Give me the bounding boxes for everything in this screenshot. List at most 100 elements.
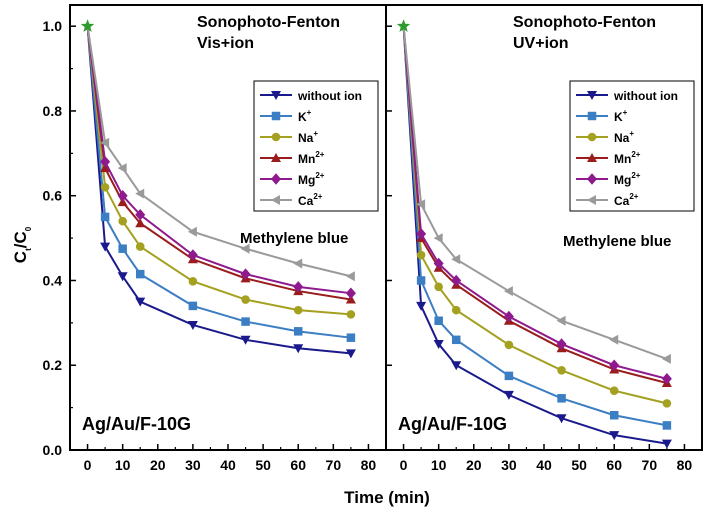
- data-point: [241, 295, 250, 304]
- data-point: [187, 226, 197, 237]
- legend-label: without ion: [297, 89, 362, 103]
- data-point: [117, 189, 128, 202]
- x-tick-label: 40: [220, 457, 236, 473]
- legend-marker: [271, 111, 281, 121]
- legend-marker: [271, 153, 281, 162]
- data-point: [240, 268, 251, 280]
- data-point: [346, 310, 356, 319]
- legend-label-superscript: 2+: [631, 171, 640, 180]
- x-tick-label: 0: [84, 457, 92, 473]
- data-point: [118, 216, 127, 226]
- x-tick-label: 30: [185, 457, 201, 473]
- x-tick-label: 60: [606, 457, 622, 473]
- data-point: [188, 301, 198, 311]
- data-point: [416, 301, 427, 311]
- data-point: [345, 287, 356, 299]
- legend-box: [569, 80, 695, 212]
- data-point: [661, 353, 671, 364]
- y-tick-label: 0.6: [43, 188, 63, 204]
- compound-label: Methylene blue: [240, 230, 348, 247]
- data-point: [557, 394, 566, 403]
- series-na: [402, 26, 672, 408]
- legend-label-base: Mg: [614, 173, 631, 187]
- x-tick-label: 10: [115, 457, 131, 473]
- legend-label-base: Mn: [614, 152, 631, 166]
- legend-label-base: Na: [298, 131, 314, 145]
- y-tick-label: 0.2: [43, 357, 63, 373]
- data-point: [117, 197, 128, 207]
- legend-label: Na+: [614, 129, 634, 145]
- data-point: [293, 327, 303, 336]
- data-point: [434, 282, 443, 292]
- series-line: [86, 26, 352, 295]
- series-mg: [86, 26, 356, 299]
- data-point: [135, 269, 145, 279]
- legend-entry-k: K+: [576, 108, 628, 124]
- legend-label-superscript: +: [629, 129, 634, 138]
- legend-entry-mg: Mg2+: [260, 171, 325, 187]
- data-point: [293, 305, 303, 315]
- series-ca: [402, 26, 671, 364]
- data-point: [187, 249, 198, 261]
- legend-entry-mn: Mn2+: [576, 150, 641, 166]
- legend-marker: [587, 91, 597, 100]
- data-point: [556, 338, 567, 350]
- data-point: [117, 163, 127, 174]
- legend-label-base: Ca: [298, 194, 314, 208]
- panel-title: Sonophoto-Fenton: [513, 14, 656, 31]
- legend-entry-mn: Mn2+: [260, 150, 325, 166]
- data-point: [416, 250, 426, 260]
- legend-label: Mg2+: [614, 171, 641, 187]
- data-point: [100, 156, 111, 168]
- data-point: [557, 366, 566, 375]
- data-point: [345, 294, 356, 304]
- y-tick-label: 1.0: [43, 18, 63, 34]
- data-point: [117, 272, 128, 282]
- series-line: [86, 26, 352, 339]
- legend-label: Ca2+: [614, 192, 639, 208]
- y-tick-label: 0.0: [43, 442, 63, 458]
- data-point: [451, 305, 461, 315]
- data-point: [662, 399, 672, 408]
- data-point: [135, 209, 146, 221]
- legend-label: Na+: [298, 129, 318, 145]
- legend-label: without ion: [613, 89, 678, 103]
- legend-label-base: Na: [614, 131, 630, 145]
- data-point: [661, 373, 672, 385]
- data-point: [433, 340, 444, 350]
- data-point: [503, 390, 514, 400]
- y-tick-label: 0.4: [43, 272, 63, 288]
- data-point: [433, 233, 443, 244]
- legend-marker: [271, 91, 281, 100]
- legend-label-base: Mn: [298, 152, 315, 166]
- legend-label-base: K: [298, 110, 307, 124]
- legend-label: Mn2+: [298, 150, 325, 166]
- legend-marker: [587, 132, 597, 142]
- data-point: [135, 242, 145, 251]
- legend-label-superscript: +: [623, 108, 628, 117]
- data-point: [556, 414, 567, 424]
- x-axis-title: Time (min): [344, 488, 430, 507]
- compound-label: Methylene blue: [563, 233, 671, 250]
- data-point: [661, 439, 672, 449]
- legend-label-base: without ion: [613, 89, 678, 103]
- legend-label-superscript: 2+: [631, 150, 640, 159]
- data-point: [345, 349, 356, 359]
- series-line: [402, 26, 668, 380]
- legend-marker: [587, 173, 597, 185]
- legend-label: Mg2+: [298, 171, 325, 187]
- series-mg: [402, 26, 672, 385]
- x-tick-label: 20: [466, 457, 482, 473]
- legend-marker: [271, 173, 281, 185]
- legend-label: Ca2+: [298, 192, 323, 208]
- legend-label-base: K: [614, 110, 623, 124]
- data-point: [433, 257, 444, 270]
- data-point: [118, 244, 127, 253]
- legend-label: Mn2+: [614, 150, 641, 166]
- legend-entry-mg: Mg2+: [576, 171, 641, 187]
- series-line: [86, 26, 351, 355]
- legend-marker: [271, 195, 280, 205]
- series-line: [86, 26, 352, 301]
- data-point: [240, 243, 250, 254]
